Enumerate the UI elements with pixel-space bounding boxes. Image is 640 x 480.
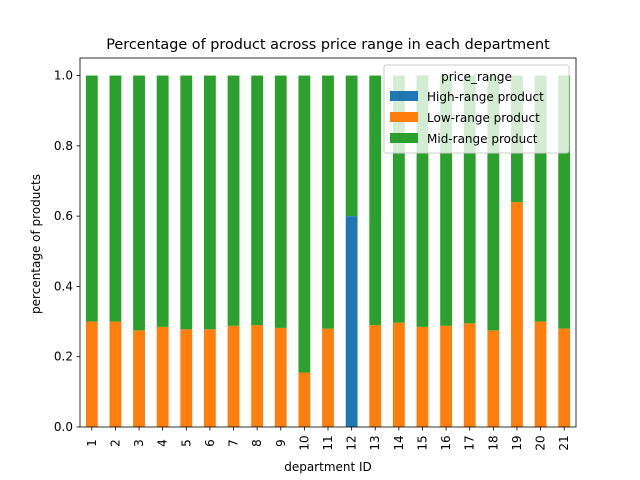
- x-axis-label: department ID: [284, 460, 372, 474]
- bar-dept-5-series-2: [180, 75, 193, 330]
- legend-label-1: Low-range product: [427, 111, 540, 125]
- bar-dept-18-series-1: [487, 330, 500, 427]
- legend-label-2: Mid-range product: [427, 132, 538, 146]
- legend-swatch-1: [390, 112, 418, 122]
- x-tick-label: 17: [463, 435, 477, 450]
- x-tick-label: 20: [534, 435, 548, 450]
- bar-dept-20-series-1: [534, 321, 547, 427]
- bar-dept-2-series-1: [109, 321, 122, 427]
- bar-dept-17-series-2: [463, 75, 476, 324]
- bar-dept-11-series-1: [322, 328, 334, 427]
- y-tick-label: 1.0: [54, 69, 73, 83]
- bar-dept-21-series-1: [558, 328, 571, 427]
- legend: price_range High-range product Low-range p…: [383, 64, 570, 154]
- bar-dept-16-series-2: [440, 75, 452, 326]
- bar-dept-19-series-1: [511, 202, 523, 427]
- bar-dept-18-series-2: [487, 75, 500, 331]
- x-tick-label: 19: [510, 435, 524, 450]
- x-tick-label: 7: [227, 439, 241, 447]
- bar-dept-12-series-0: [345, 216, 358, 427]
- x-tick-label: 8: [250, 439, 264, 447]
- bar-dept-5-series-1: [180, 329, 193, 427]
- x-tick-label: 2: [108, 439, 122, 447]
- bar-dept-11-series-2: [322, 75, 334, 329]
- bar-dept-20-series-2: [534, 75, 547, 322]
- y-tick-label: 0.0: [54, 420, 73, 434]
- bar-dept-6-series-1: [204, 329, 216, 427]
- legend-swatch-2: [390, 133, 418, 143]
- bars-layer: [85, 75, 571, 427]
- bar-dept-3-series-2: [133, 75, 145, 331]
- bar-dept-4-series-1: [156, 326, 169, 427]
- bar-dept-16-series-1: [440, 325, 452, 427]
- bar-dept-1-series-1: [85, 321, 98, 427]
- y-axis-label: percentage of products: [29, 174, 43, 314]
- x-tick-label: 14: [392, 435, 406, 450]
- x-tick-label: 11: [321, 435, 335, 450]
- bar-dept-9-series-1: [274, 327, 287, 427]
- y-tick-label: 0.4: [54, 279, 73, 293]
- legend-box: [383, 64, 570, 154]
- x-tick-label: 18: [486, 435, 500, 450]
- bar-dept-14-series-2: [392, 75, 405, 323]
- bar-dept-10-series-1: [298, 372, 311, 427]
- bar-dept-14-series-1: [392, 322, 405, 427]
- bar-dept-6-series-2: [204, 75, 216, 330]
- bar-dept-4-series-2: [156, 75, 169, 327]
- legend-title: price_range: [441, 70, 512, 84]
- x-tick-label: 21: [557, 435, 571, 450]
- x-tick-label: 10: [297, 435, 311, 450]
- bar-dept-8-series-2: [251, 75, 264, 326]
- bar-dept-7-series-2: [227, 75, 240, 326]
- bar-dept-17-series-1: [463, 323, 476, 427]
- x-tick-label: 6: [203, 439, 217, 447]
- x-tick-label: 1: [85, 439, 99, 447]
- bar-dept-3-series-1: [133, 330, 145, 427]
- x-tick-label: 5: [179, 439, 193, 447]
- bar-dept-7-series-1: [227, 325, 240, 427]
- legend-label-0: High-range product: [427, 90, 544, 104]
- x-tick-label: 15: [415, 435, 429, 450]
- bar-dept-2-series-2: [109, 75, 122, 322]
- x-tick-label: 4: [156, 439, 170, 447]
- bar-dept-1-series-2: [85, 75, 98, 322]
- x-tick-label: 13: [368, 435, 382, 450]
- y-tick-label: 0.6: [54, 209, 73, 223]
- x-tick-label: 12: [345, 435, 359, 450]
- x-tick-label: 3: [132, 439, 146, 447]
- y-tick-label: 0.8: [54, 139, 73, 153]
- bar-dept-9-series-2: [274, 75, 287, 328]
- legend-swatch-0: [390, 91, 418, 101]
- bar-dept-13-series-2: [369, 75, 382, 326]
- bar-dept-10-series-2: [298, 75, 311, 373]
- bar-dept-8-series-1: [251, 325, 264, 427]
- x-tick-label: 16: [439, 435, 453, 450]
- chart-title: Percentage of product across price range…: [106, 37, 550, 53]
- bar-dept-12-series-2: [345, 75, 358, 217]
- bar-dept-15-series-1: [416, 326, 429, 427]
- bar-dept-15-series-2: [416, 75, 429, 327]
- axes-layer: 1 2 3 4 5 6 7 8 9 10 11 12 13 14 15 16 17 18 19 20 210.00.20…: [54, 57, 577, 451]
- bar-dept-13-series-1: [369, 325, 382, 427]
- y-tick-label: 0.2: [54, 350, 73, 364]
- bar-dept-21-series-2: [558, 75, 571, 329]
- x-tick-label: 9: [274, 439, 288, 447]
